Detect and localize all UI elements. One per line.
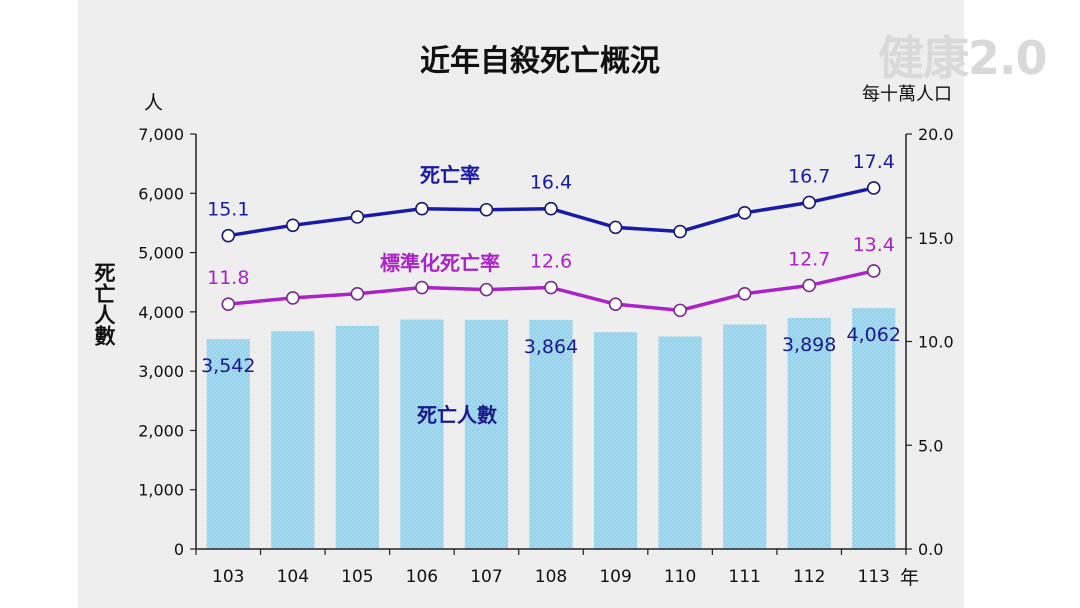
data-label: 12.7 <box>788 248 830 270</box>
series-point <box>350 286 365 301</box>
x-tick-label: 110 <box>664 567 696 587</box>
series-point <box>866 181 881 195</box>
left-tick-label: 3,000 <box>138 362 184 381</box>
series-point <box>802 278 816 293</box>
x-axis-unit: 年 <box>900 567 920 589</box>
right-tick-label: 15.0 <box>918 229 954 248</box>
bar-107 <box>464 319 509 549</box>
bar-113 <box>852 308 896 549</box>
series-point <box>479 282 494 297</box>
left-axis-unit: 人 <box>144 92 164 114</box>
x-tick-label: 107 <box>470 567 502 587</box>
bar-data-label: 3,898 <box>782 334 836 356</box>
bar-110 <box>658 336 702 549</box>
series-point <box>286 291 300 305</box>
x-tick-label: 108 <box>535 567 567 587</box>
series-point <box>673 303 687 318</box>
bar-108 <box>529 319 573 549</box>
right-tick-label: 20.0 <box>918 125 954 144</box>
left-axis-label: 死亡人數 <box>92 262 116 346</box>
data-label: 15.1 <box>207 199 249 221</box>
left-tick-label: 4,000 <box>138 303 184 322</box>
bar-104 <box>271 331 315 549</box>
x-tick-label: 111 <box>728 567 760 587</box>
bar-112 <box>787 317 831 549</box>
series-point <box>737 206 752 220</box>
series-point <box>608 220 623 235</box>
series-point <box>866 264 881 278</box>
series-point <box>286 218 300 233</box>
x-tick-label: 112 <box>793 567 825 587</box>
bar-data-label: 3,864 <box>524 336 578 358</box>
series-point <box>415 201 429 216</box>
series-point <box>415 280 429 295</box>
bar-103 <box>206 339 250 549</box>
bar-105 <box>335 325 379 549</box>
chart-title: 近年自殺死亡概況 <box>420 44 660 79</box>
series-point <box>479 202 494 217</box>
data-label: 17.4 <box>853 151 895 173</box>
left-tick-label: 7,000 <box>138 125 184 144</box>
x-tick-label: 106 <box>406 567 438 587</box>
series-point <box>608 297 623 311</box>
x-tick-label: 105 <box>341 567 373 587</box>
x-tick-label: 109 <box>599 567 631 587</box>
right-tick-label: 5.0 <box>918 436 943 455</box>
left-tick-label: 6,000 <box>138 184 184 203</box>
series-name-label: 死亡率 <box>420 163 480 187</box>
series-name-label: 標準化死亡率 <box>380 251 500 275</box>
x-tick-label: 104 <box>277 567 309 587</box>
right-tick-label: 0.0 <box>918 540 943 559</box>
series-point <box>737 286 752 301</box>
left-tick-label: 5,000 <box>138 244 184 263</box>
bar-data-label: 4,062 <box>847 324 901 346</box>
series-point <box>221 297 236 311</box>
data-label: 16.7 <box>788 165 830 187</box>
right-axis-unit: 每十萬人口 <box>862 84 952 105</box>
left-tick-label: 2,000 <box>138 421 184 440</box>
x-tick-label: 103 <box>212 567 244 587</box>
series-point <box>802 195 816 210</box>
bar-111 <box>723 324 767 549</box>
bar-series-name-label: 死亡人數 <box>417 403 497 427</box>
series-point <box>350 210 365 224</box>
data-label: 13.4 <box>853 234 895 256</box>
bar-109 <box>593 332 638 549</box>
data-label: 12.6 <box>530 251 572 273</box>
bar-106 <box>400 319 444 549</box>
right-tick-label: 10.0 <box>918 333 954 352</box>
series-point <box>673 224 687 239</box>
series-point <box>544 280 558 295</box>
bar-data-label: 3,542 <box>201 355 255 377</box>
left-tick-label: 0 <box>174 540 184 559</box>
data-label: 16.4 <box>530 172 572 194</box>
left-tick-label: 1,000 <box>138 481 184 500</box>
series-point <box>544 201 558 216</box>
watermark-logo: 健康2.0 <box>878 31 1047 85</box>
series-point <box>221 228 236 243</box>
x-tick-label: 113 <box>858 567 890 587</box>
data-label: 11.8 <box>207 267 249 289</box>
